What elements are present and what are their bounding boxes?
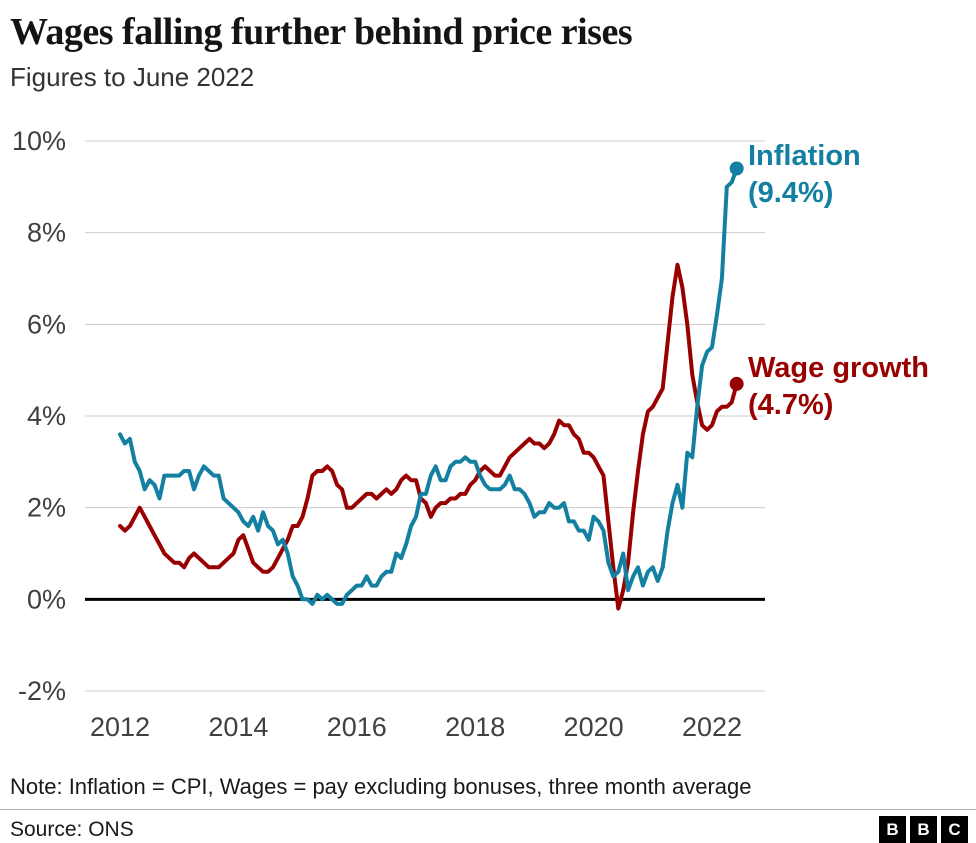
y-axis-tick-label: 8%	[27, 218, 66, 248]
wage-growth-label-value: (4.7%)	[748, 389, 834, 421]
x-axis-tick-label: 2022	[682, 712, 742, 742]
bbc-logo-letter-c: C	[941, 816, 968, 843]
y-axis-tick-label: 4%	[27, 401, 66, 431]
bbc-logo-letter-b1: B	[879, 816, 906, 843]
wage-growth-series-label: Wage growth (4.7%)	[748, 350, 929, 424]
y-axis-tick-label: 0%	[27, 584, 66, 614]
inflation-label-value: (9.4%)	[748, 177, 834, 209]
chart-note: Note: Inflation = CPI, Wages = pay exclu…	[10, 774, 752, 799]
chart-header: Wages falling further behind price rises…	[0, 0, 976, 120]
y-axis-tick-label: 10%	[12, 126, 66, 156]
x-axis-tick-label: 2016	[327, 712, 387, 742]
inflation-end-dot	[729, 161, 744, 176]
x-axis-tick-label: 2020	[564, 712, 624, 742]
chart-area: 10% 8% 6% 4% 2% 0% -2% 2012 2014 2016 2018 2020 2022…	[0, 120, 976, 760]
y-axis-tick-label: 2%	[27, 493, 66, 523]
inflation-series-label: Inflation (9.4%)	[748, 138, 861, 212]
bbc-logo: B B C	[879, 816, 968, 843]
chart-subtitle: Figures to June 2022	[10, 61, 255, 92]
y-axis-tick-label: 6%	[27, 309, 66, 339]
chart-title: Wages falling further behind price rises	[10, 11, 633, 53]
x-axis-tick-label: 2014	[208, 712, 268, 742]
x-axis-tick-label: 2012	[90, 712, 150, 742]
source-text: Source: ONS	[10, 817, 134, 841]
wage-growth-label-text: Wage growth	[748, 352, 929, 384]
y-axis-tick-label: -2%	[18, 676, 66, 706]
x-axis-tick-label: 2018	[445, 712, 505, 742]
inflation-line	[118, 166, 739, 606]
wage-growth-line	[118, 262, 739, 611]
bbc-logo-letter-b2: B	[910, 816, 937, 843]
wage-growth-end-dot	[729, 376, 744, 391]
line-chart-canvas: 10% 8% 6% 4% 2% 0% -2% 2012 2014 2016 2018 2020 2022	[12, 126, 765, 742]
inflation-label-text: Inflation	[748, 140, 861, 172]
chart-footer: Source: ONS B B C	[0, 809, 976, 843]
